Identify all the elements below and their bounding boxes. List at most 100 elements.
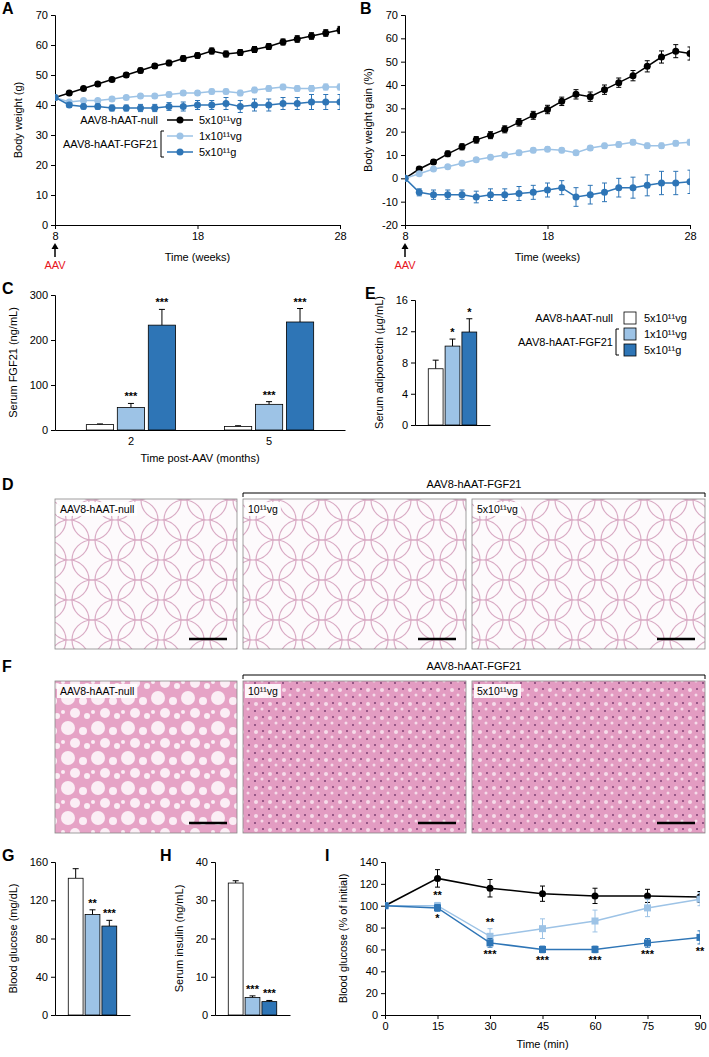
- error-bar: [445, 151, 450, 157]
- error-bar: [593, 946, 598, 953]
- point: [55, 94, 59, 101]
- error-bar: [209, 101, 214, 110]
- point: [322, 99, 329, 106]
- background: [0, 0, 709, 1057]
- tick-label: 2: [128, 435, 134, 447]
- tick-mark: [401, 132, 405, 133]
- error-bar: [502, 189, 507, 201]
- series: [445, 339, 460, 425]
- tick: 80: [366, 922, 385, 934]
- tick: 140: [360, 856, 385, 868]
- point: [630, 72, 637, 79]
- error-bar: [616, 178, 621, 197]
- error-bar: [266, 402, 272, 405]
- tick-mark: [51, 75, 55, 76]
- significance: **: [486, 916, 495, 928]
- point: [501, 126, 508, 133]
- tick-label: 160: [30, 856, 48, 868]
- error-bar: [417, 189, 422, 196]
- plot-area: [405, 45, 690, 207]
- tick-label: 40: [36, 99, 48, 111]
- point: [180, 55, 187, 62]
- error-bar: [588, 185, 593, 204]
- tick: 40: [196, 856, 215, 868]
- error-bar: [466, 319, 472, 332]
- error-bar: [167, 60, 172, 65]
- tick: 10: [36, 189, 55, 201]
- y-axis-title: Blood glucose (% of initial): [337, 874, 349, 1004]
- tick: 10: [196, 971, 215, 983]
- tick-label: 30: [484, 1020, 496, 1032]
- series: [405, 170, 690, 206]
- error-bar: [309, 86, 314, 92]
- tick-mark: [385, 1015, 386, 1019]
- point: [539, 946, 546, 953]
- point: [80, 103, 87, 110]
- axis-line: [381, 863, 386, 1016]
- tick-mark: [51, 862, 55, 863]
- error-bar: [281, 98, 286, 110]
- scale-bar: [189, 822, 227, 825]
- error-bar: [645, 899, 650, 916]
- error-bar: [631, 71, 636, 81]
- error-bar: [645, 175, 650, 196]
- point: [601, 189, 608, 196]
- error-bar: [616, 142, 621, 147]
- point: [630, 139, 637, 146]
- panel-letter: D: [2, 476, 14, 493]
- significance: ***: [589, 954, 603, 966]
- legend-swatch: [177, 117, 184, 124]
- x-axis-title: Time (min): [516, 1038, 568, 1050]
- error-bar: [252, 87, 257, 92]
- image-label-text: 10¹¹vg: [248, 685, 278, 697]
- point: [592, 918, 599, 925]
- tick: 40: [366, 965, 385, 977]
- tick: 0: [382, 1015, 388, 1032]
- tick-mark: [411, 425, 415, 426]
- error-bar: [531, 111, 536, 119]
- error-bar: [645, 61, 650, 72]
- bar: [255, 404, 282, 430]
- point: [123, 72, 130, 79]
- axis-line: [411, 301, 416, 426]
- error-bar: [517, 119, 522, 126]
- error-bar: [559, 181, 564, 195]
- tick: 300: [30, 289, 55, 301]
- point: [573, 149, 580, 156]
- error-bar: [502, 126, 507, 133]
- point: [337, 84, 341, 91]
- point: [530, 189, 537, 196]
- error-bar: [545, 105, 550, 113]
- tick-label: 10: [386, 149, 398, 161]
- point: [615, 184, 622, 191]
- error-bar: [281, 84, 286, 89]
- tick: 70: [386, 9, 405, 21]
- legend-swatch: [177, 149, 184, 156]
- point: [501, 191, 508, 198]
- tick: 40: [36, 971, 55, 983]
- tick-label: 10: [196, 971, 208, 983]
- tick-label: 90: [694, 1020, 706, 1032]
- point: [237, 90, 244, 97]
- error-bar: [688, 170, 691, 193]
- point: [66, 102, 73, 109]
- tick: 20: [366, 987, 385, 999]
- tick-label: 18: [192, 230, 204, 242]
- line: [55, 30, 340, 98]
- error-bar: [224, 98, 229, 110]
- error-bar: [435, 905, 440, 912]
- point: [322, 84, 329, 91]
- tick-label: 12: [396, 325, 408, 337]
- significance: *: [467, 306, 472, 318]
- chart: 04080120160Blood glucose (mg/dL)G*****: [2, 847, 131, 1021]
- point: [644, 939, 651, 946]
- panel-letter: I: [325, 847, 329, 864]
- tick-label: 80: [366, 922, 378, 934]
- point: [94, 97, 101, 104]
- point: [658, 142, 665, 149]
- chart: -20-1001020304050607081828Body weight ga…: [360, 0, 697, 271]
- tick: 60: [36, 39, 55, 51]
- tick-mark: [51, 939, 55, 940]
- error-bar: [266, 44, 271, 50]
- axis-line: [386, 1016, 701, 1020]
